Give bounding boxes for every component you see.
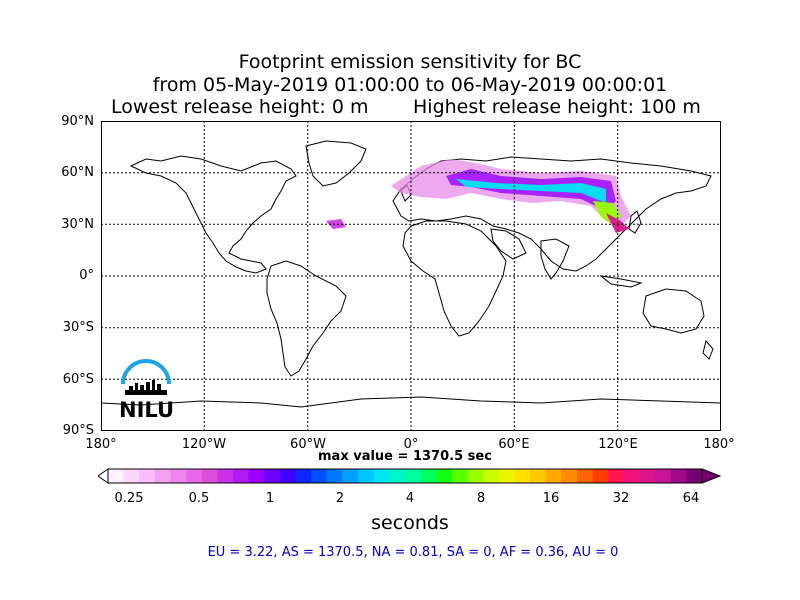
lat-label: 90°S xyxy=(62,423,94,438)
colorbar-segment xyxy=(530,469,547,483)
lat-label: 60°N xyxy=(61,165,94,180)
colorbar-tick: 0.5 xyxy=(188,491,210,506)
lat-label: 0° xyxy=(79,268,94,283)
colorbar-segment xyxy=(592,469,609,483)
colorbar-segment xyxy=(451,469,469,483)
colorbar-max-extend xyxy=(701,468,722,484)
colorbar-tick: 4 xyxy=(405,491,415,506)
lat-label: 90°N xyxy=(61,114,94,129)
colorbar-tick: 64 xyxy=(682,491,700,506)
lat-label: 30°N xyxy=(61,217,94,232)
colorbar-segment xyxy=(405,469,422,483)
colorbar-segment xyxy=(311,469,328,483)
lat-label: 30°S xyxy=(62,320,94,335)
colorbar-segment xyxy=(670,469,687,483)
colorbar-segment xyxy=(295,469,312,483)
colorbar-tick: 16 xyxy=(542,491,560,506)
colorbar-frame xyxy=(107,468,703,484)
graticule xyxy=(101,121,721,431)
lat-label: 60°S xyxy=(62,372,94,387)
colorbar-segment xyxy=(170,469,187,483)
colorbar-segment xyxy=(389,469,406,483)
colorbar-segment xyxy=(326,469,343,483)
colorbar-units: seconds xyxy=(371,512,449,534)
colorbar-segment xyxy=(639,469,656,483)
colorbar-tick: 8 xyxy=(476,491,486,506)
colorbar-segment xyxy=(217,469,234,483)
colorbar-segment xyxy=(436,469,453,483)
lon-label: 180° xyxy=(703,437,735,452)
lon-label: 0° xyxy=(403,437,419,452)
regional-stats: EU = 3.22, AS = 1370.5, NA = 0.81, SA = … xyxy=(207,545,619,560)
map-subtitle-period: from 05-May-2019 01:00:00 to 06-May-2019… xyxy=(152,74,668,96)
lon-label: 120°W xyxy=(181,437,227,452)
colorbar-segment xyxy=(655,469,672,483)
nilu-logo-text: NILU xyxy=(119,398,175,422)
colorbar-segment xyxy=(514,469,531,483)
colorbar-segment xyxy=(686,469,703,483)
colorbar-segment xyxy=(108,469,125,483)
colorbar-segment xyxy=(264,469,281,483)
colorbar-segment xyxy=(467,469,484,483)
colorbar-segment xyxy=(623,469,640,483)
colorbar-segment xyxy=(123,469,140,483)
colorbar-segment xyxy=(233,469,250,483)
colorbar-segment xyxy=(248,469,265,483)
max-value: max value = 1370.5 sec xyxy=(318,449,492,464)
colorbar-segment xyxy=(576,469,594,483)
map-title: Footprint emission sensitivity for BC xyxy=(238,51,582,73)
colorbar-segment xyxy=(373,469,390,483)
colorbar xyxy=(98,468,722,484)
colorbar-tick: 2 xyxy=(335,491,345,506)
colorbar-segment xyxy=(186,469,203,483)
lon-label: 180° xyxy=(85,437,117,452)
colorbar-min-extend xyxy=(98,468,109,484)
nilu-logo xyxy=(121,359,171,395)
world-map xyxy=(101,121,721,431)
lon-label: 60°E xyxy=(498,437,530,452)
colorbar-segment xyxy=(420,469,437,483)
colorbar-segment xyxy=(279,469,297,483)
colorbar-segment xyxy=(498,469,515,483)
colorbar-segment xyxy=(342,469,359,483)
colorbar-segment xyxy=(139,469,156,483)
colorbar-segment xyxy=(561,469,578,483)
colorbar-segment xyxy=(358,469,375,483)
colorbar-segment xyxy=(201,469,218,483)
colorbar-segment xyxy=(154,469,172,483)
lowest-release-height: Lowest release height: 0 m xyxy=(111,96,369,118)
colorbar-tick: 1 xyxy=(265,491,275,506)
lon-label: 120°E xyxy=(598,437,638,452)
colorbar-tick: 32 xyxy=(612,491,630,506)
colorbar-segment xyxy=(483,469,500,483)
colorbar-tick: 0.25 xyxy=(114,491,144,506)
lon-label: 60°W xyxy=(290,437,326,452)
colorbar-segment xyxy=(608,469,625,483)
highest-release-height: Highest release height: 100 m xyxy=(413,96,701,118)
colorbar-segment xyxy=(545,469,562,483)
